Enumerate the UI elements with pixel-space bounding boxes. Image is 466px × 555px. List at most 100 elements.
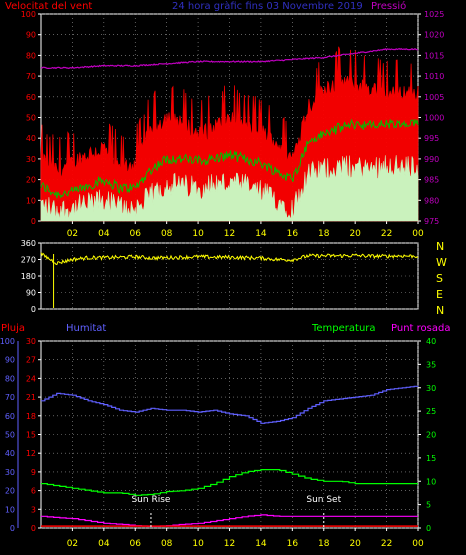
humidity-tick-label: 100 [0,337,15,346]
direction-label-w: W [436,256,447,269]
climate-x-tick-label: 22 [381,539,392,549]
rain-tick-label: 21 [26,393,36,402]
pressure-tick-label: 1025 [424,10,444,19]
wind-speed-tick-label: 80 [26,51,36,60]
humidity-tick-label: 0 [10,524,15,533]
pressure-tick-label: 980 [424,196,439,205]
rain-tick-label: 6 [31,487,36,496]
humidity-tick-label: 60 [5,412,15,421]
pressure-tick-label: 1015 [424,51,444,60]
humidity-tick-label: 40 [5,449,15,458]
pressure-tick-label: 975 [424,217,439,226]
humidity-tick-label: 90 [5,356,15,365]
climate-x-tick-label: 18 [318,539,330,549]
temperature-tick-label: 20 [426,431,436,440]
wind-speed-title: Velocitat del vent [5,1,92,12]
rain-title: Pluja [1,323,25,334]
temperature-tick-label: 30 [426,384,436,393]
rain-tick-label: 18 [26,412,36,421]
climate-x-tick-label: 00 [412,539,424,549]
temperature-tick-label: 40 [426,337,436,346]
wind-speed-tick-label: 90 [26,31,36,40]
temperature-tick-label: 25 [426,407,436,416]
humidity-tick-label: 30 [5,468,15,477]
wind-speed-tick-label: 50 [26,114,36,123]
rain-tick-label: 9 [31,468,36,477]
sun-rise-label: Sun Rise [131,495,170,505]
climate-x-tick-label: 12 [224,539,235,549]
direction-label-n-bottom: N [436,304,444,317]
wind-x-tick-label: 10 [192,229,204,239]
wind-x-tick-label: 04 [98,229,110,239]
wind-direction-series [40,252,419,266]
wind-x-tick-label: 08 [161,229,173,239]
direction-tick-label: 180 [21,272,36,281]
pressure-tick-label: 1005 [424,93,444,102]
sun-set-label: Sun Set [306,495,341,505]
wind-x-tick-label: 20 [349,229,361,239]
temperature-tick-label: 10 [426,477,436,486]
pressure-tick-label: 1010 [424,72,444,81]
temperature-tick-label: 0 [426,524,431,533]
wind-x-tick-label: 06 [130,229,142,239]
wind-x-tick-label: 02 [67,229,78,239]
humidity-tick-label: 20 [5,487,15,496]
climate-x-tick-label: 14 [255,539,267,549]
direction-tick-label: 0 [31,305,36,314]
rain-tick-label: 3 [31,505,36,514]
direction-label-e: E [436,288,443,301]
direction-label-s: S [436,272,443,285]
wind-x-tick-label: 22 [381,229,392,239]
climate-x-tick-label: 20 [349,539,361,549]
direction-tick-label: 360 [21,239,36,248]
dewpoint-series [41,514,418,527]
humidity-tick-label: 10 [5,505,15,514]
wind-x-tick-label: 14 [255,229,267,239]
wind-x-tick-label: 12 [224,229,235,239]
wind-x-tick-label: 18 [318,229,330,239]
rain-tick-label: 27 [26,356,36,365]
climate-x-tick-label: 10 [192,539,204,549]
humidity-tick-label: 80 [5,374,15,383]
wind-speed-tick-label: 0 [31,217,36,226]
rain-tick-label: 15 [26,431,36,440]
wind-speed-tick-label: 40 [26,134,36,143]
climate-x-tick-label: 06 [130,539,142,549]
humidity-tick-label: 70 [5,393,15,402]
wind-min-series [40,155,419,222]
pressure-tick-label: 995 [424,134,439,143]
temperature-tick-label: 15 [426,454,436,463]
pressure-series [40,47,419,70]
wind-pressure-panel: 0102030405060708090100975980985990995100… [21,10,445,239]
climate-x-tick-label: 04 [98,539,110,549]
temperature-series [41,469,418,496]
wind-direction-panel: 0 90 180 270 360 [21,239,419,314]
wind-average-series [40,118,419,199]
pressure-tick-label: 990 [424,155,439,164]
wind-speed-tick-label: 20 [26,176,36,185]
rain-humidity-temperature-panel: 0102030405060708090100036912151821242730… [0,337,436,549]
climate-x-tick-label: 08 [161,539,173,549]
pressure-tick-label: 1020 [424,31,444,40]
rain-tick-label: 12 [26,449,36,458]
dewpoint-title: Punt rosada [391,323,450,334]
direction-tick-label: 90 [26,289,36,298]
pressure-tick-label: 985 [424,176,439,185]
temperature-title: Temperatura [311,323,376,334]
wind-speed-tick-label: 100 [21,10,36,19]
humidity-title: Humitat [66,323,106,334]
rain-tick-label: 0 [31,524,36,533]
temperature-tick-label: 5 [426,501,431,510]
direction-label-n-top: N [436,240,444,253]
wind-speed-tick-label: 10 [26,196,36,205]
climate-x-tick-label: 16 [287,539,299,549]
humidity-series [41,385,419,424]
humidity-tick-label: 50 [5,431,15,440]
pressure-title: Pressió [371,0,406,12]
wind-speed-tick-label: 60 [26,93,36,102]
wind-x-tick-label: 16 [287,229,299,239]
climate-x-tick-label: 02 [67,539,78,549]
direction-tick-label: 270 [21,256,36,265]
temperature-tick-label: 35 [426,360,436,369]
wind-speed-tick-label: 30 [26,155,36,164]
